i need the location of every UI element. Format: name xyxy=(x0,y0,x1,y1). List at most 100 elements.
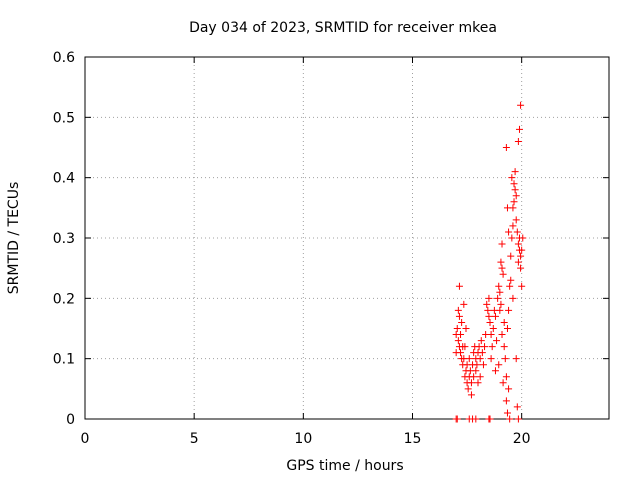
data-point xyxy=(511,186,519,194)
data-point xyxy=(500,318,508,326)
data-point xyxy=(484,306,492,314)
data-point xyxy=(453,325,461,332)
data-point xyxy=(502,397,510,405)
x-tick-label: 10 xyxy=(294,431,312,447)
y-tick-label: 0.5 xyxy=(53,110,75,126)
data-point xyxy=(472,367,480,375)
data-point xyxy=(496,288,504,296)
data-point xyxy=(513,403,521,411)
data-point xyxy=(460,300,468,308)
data-point xyxy=(508,234,516,242)
data-point xyxy=(464,385,472,393)
data-point xyxy=(505,306,513,314)
y-tick-label: 0.1 xyxy=(53,352,75,368)
x-tick-label: 0 xyxy=(81,431,90,447)
x-tick-label: 20 xyxy=(513,431,531,447)
data-point xyxy=(509,294,517,302)
data-point xyxy=(514,137,522,145)
data-point xyxy=(455,282,463,290)
data-point xyxy=(514,240,522,248)
data-point xyxy=(515,125,523,133)
data-point xyxy=(473,361,481,369)
y-tick-label: 0 xyxy=(66,412,75,428)
data-point xyxy=(474,379,482,387)
data-point xyxy=(488,343,496,351)
data-point xyxy=(499,379,507,387)
data-point xyxy=(495,282,503,290)
data-point xyxy=(453,415,461,423)
data-point xyxy=(512,355,520,363)
data-point xyxy=(476,373,484,381)
data-point xyxy=(497,300,505,308)
data-point xyxy=(495,361,503,369)
data-point xyxy=(487,331,495,339)
data-point xyxy=(491,367,499,375)
data-point xyxy=(499,270,507,278)
data-point xyxy=(517,252,525,260)
chart-title: Day 034 of 2023, SRMTID for receiver mke… xyxy=(189,20,497,36)
data-point xyxy=(503,325,511,332)
data-point xyxy=(510,198,518,206)
data-point xyxy=(505,385,513,393)
data-point xyxy=(502,144,510,151)
y-tick-label: 0.6 xyxy=(53,50,75,66)
data-point xyxy=(486,318,494,326)
data-point xyxy=(512,192,520,200)
data-point xyxy=(513,228,521,236)
data-points xyxy=(452,101,527,423)
data-point xyxy=(461,343,469,351)
data-point xyxy=(489,325,497,332)
plot-frame xyxy=(84,56,610,420)
data-point xyxy=(485,294,493,302)
data-point xyxy=(506,282,514,290)
data-point xyxy=(518,282,526,290)
data-point xyxy=(476,355,484,363)
data-point xyxy=(498,331,506,339)
data-point xyxy=(498,264,506,272)
data-point xyxy=(454,306,462,314)
data-point xyxy=(483,300,491,308)
data-point xyxy=(454,337,462,345)
data-point xyxy=(510,180,518,188)
data-point xyxy=(500,343,508,351)
data-point xyxy=(458,318,466,326)
y-axis-label: SRMTID / TECUs xyxy=(6,182,22,295)
data-point xyxy=(518,246,526,254)
data-point xyxy=(479,361,487,369)
data-point xyxy=(481,343,489,351)
data-point xyxy=(467,391,475,399)
data-point xyxy=(517,101,525,109)
data-point xyxy=(512,216,520,224)
data-point xyxy=(505,228,513,236)
data-point xyxy=(477,337,485,345)
y-tick-label: 0.4 xyxy=(53,171,75,187)
data-point xyxy=(470,373,478,381)
data-point xyxy=(478,349,486,357)
data-point xyxy=(486,415,494,423)
data-point xyxy=(514,258,522,266)
data-point xyxy=(501,355,509,363)
data-point xyxy=(494,294,502,302)
data-point xyxy=(508,174,516,182)
data-point xyxy=(457,331,465,339)
data-point xyxy=(465,355,473,363)
data-point xyxy=(455,312,463,320)
data-point xyxy=(462,325,470,332)
data-point xyxy=(498,240,506,248)
data-point xyxy=(491,312,499,320)
data-point xyxy=(493,337,501,345)
x-tick-label: 15 xyxy=(404,431,422,447)
data-point xyxy=(507,252,515,260)
data-point xyxy=(509,222,517,230)
data-point xyxy=(519,234,527,242)
data-point xyxy=(517,264,525,272)
grid-lines xyxy=(85,57,609,419)
data-point xyxy=(485,312,493,320)
data-point xyxy=(503,409,511,417)
data-point xyxy=(514,415,522,423)
x-axis-label: GPS time / hours xyxy=(286,458,403,474)
y-tick-label: 0.2 xyxy=(53,291,75,307)
data-point xyxy=(503,204,511,212)
data-point xyxy=(487,355,495,363)
